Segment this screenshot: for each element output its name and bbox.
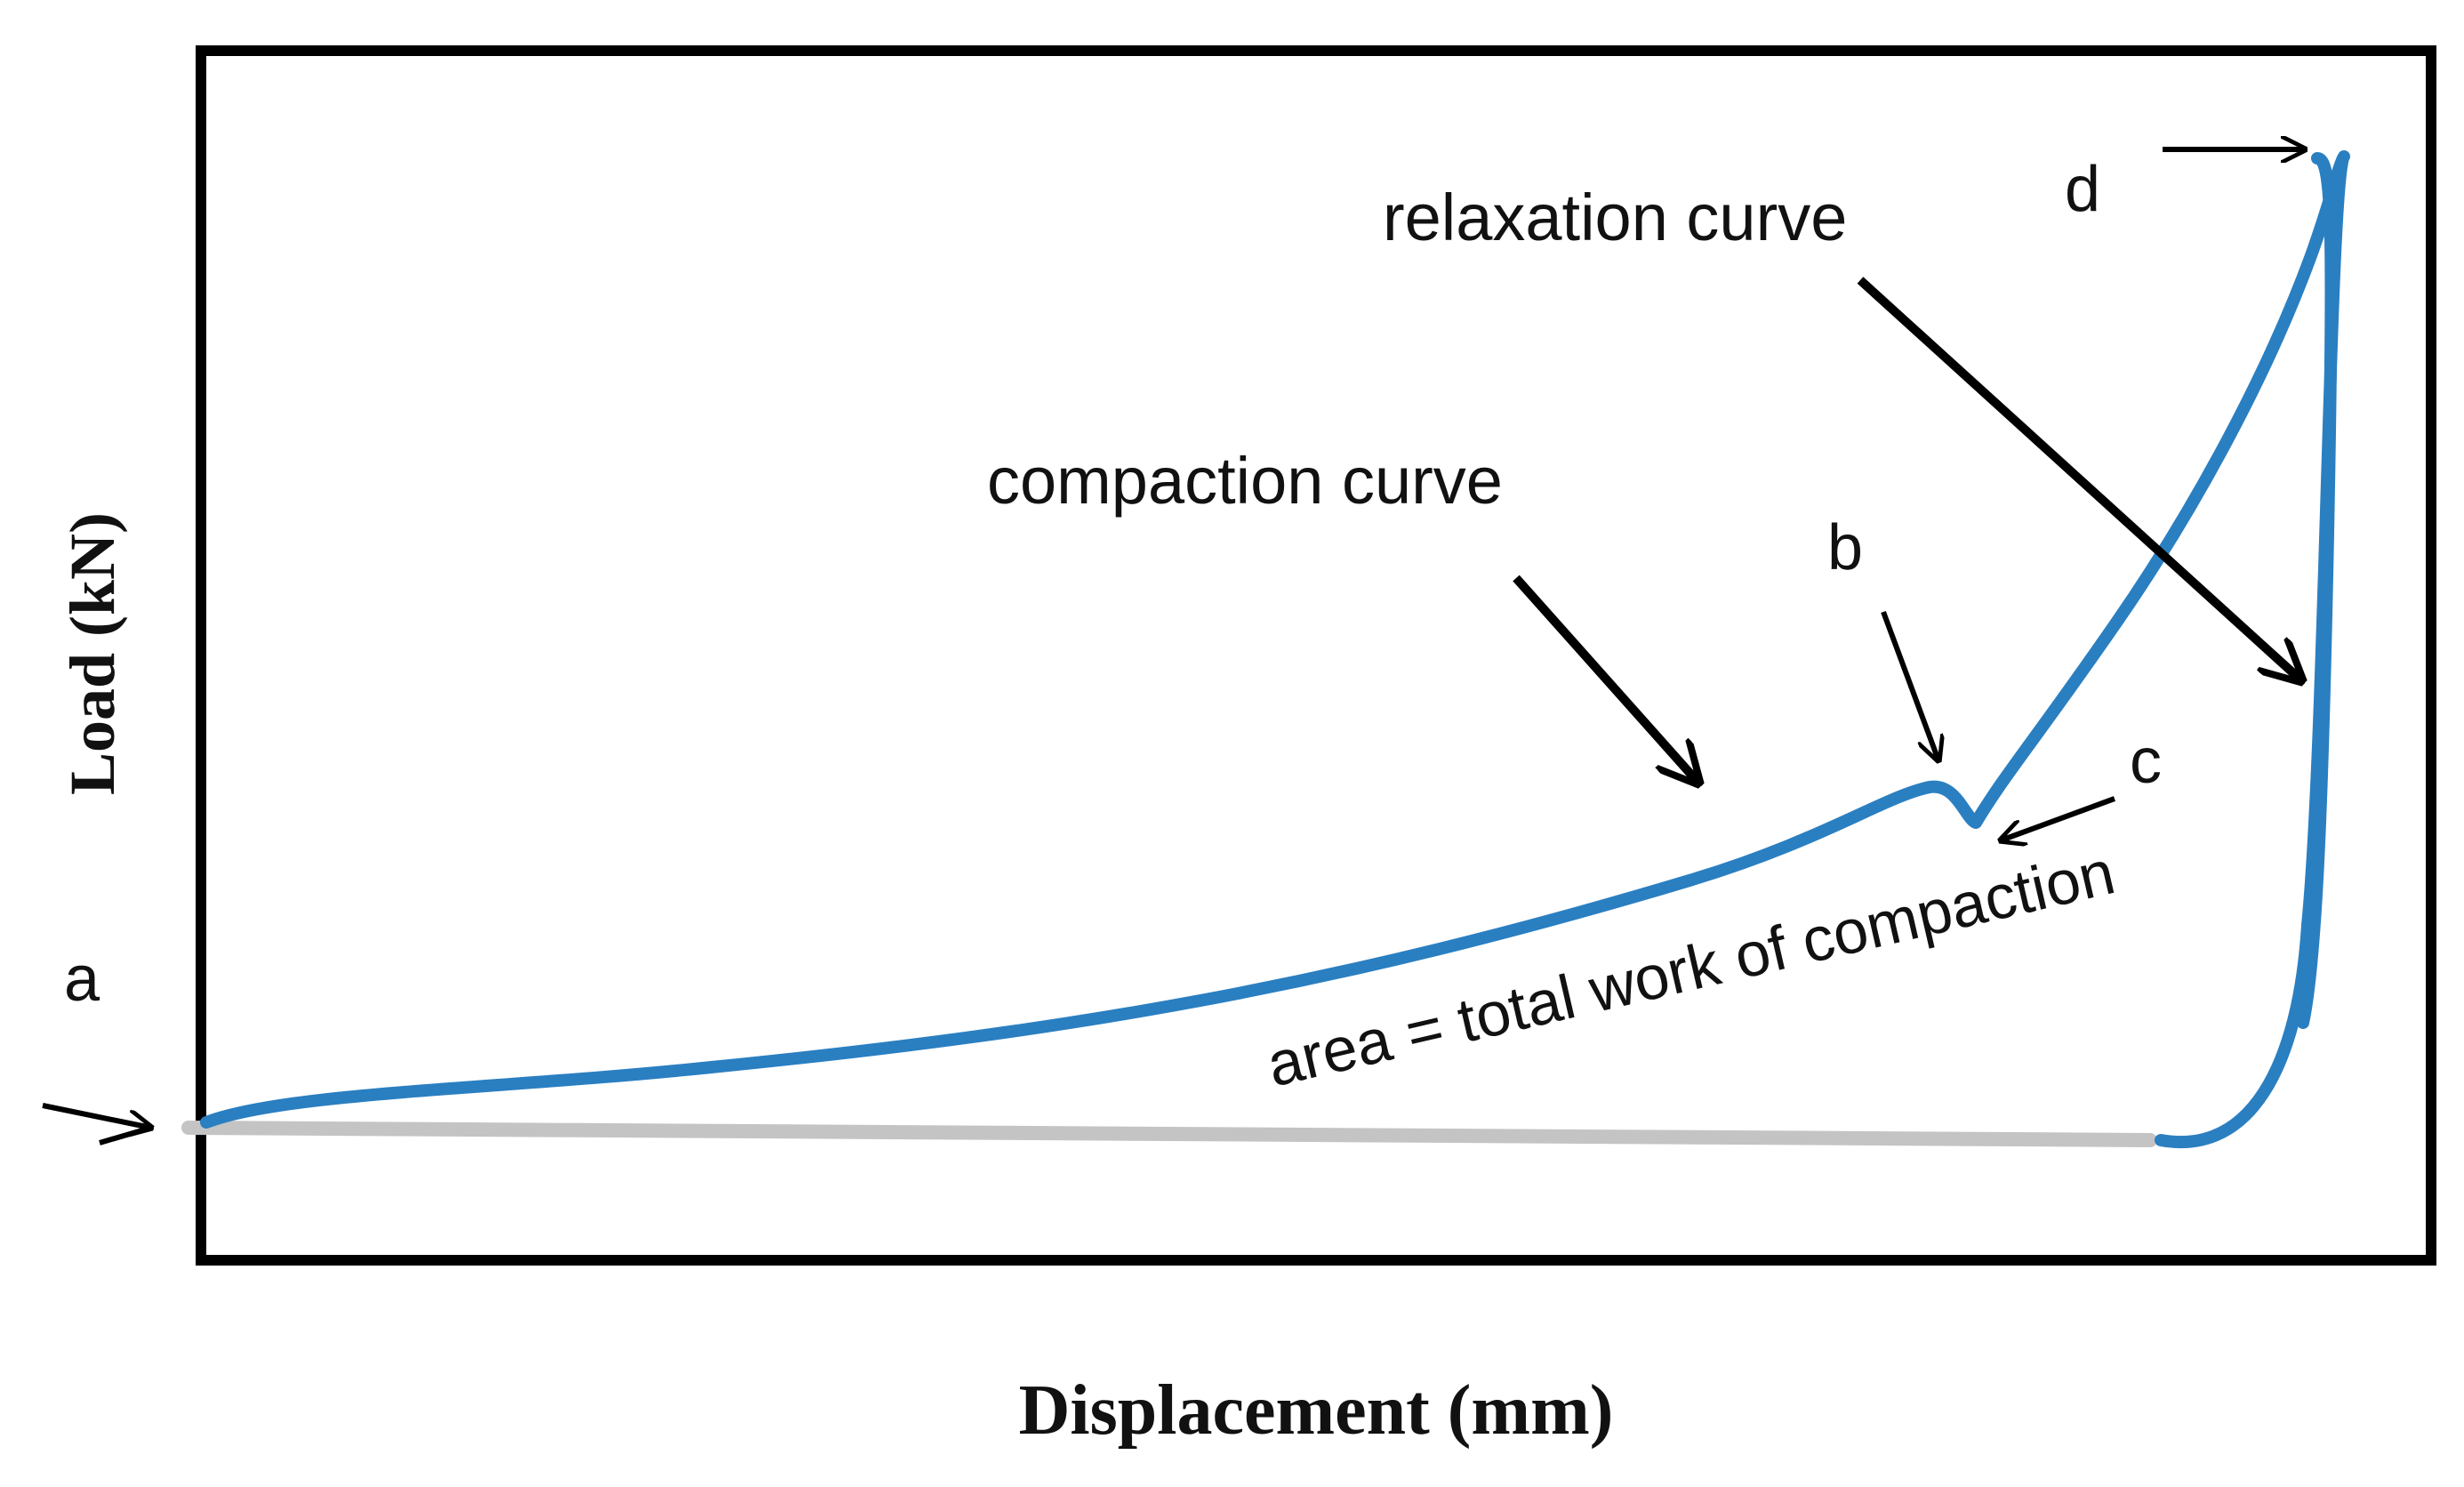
x-axis-label: Displacement (mm) (1019, 1371, 1614, 1450)
baseline-line (181, 1121, 2157, 1147)
label-compaction-curve: compaction curve (987, 444, 1503, 518)
plot-frame (196, 45, 2436, 1266)
load-curve (200, 150, 2350, 1148)
label-point-d: d (2065, 154, 2100, 225)
arrow-b (1881, 610, 1938, 760)
arrow-a (42, 1103, 151, 1128)
label-point-a: a (64, 944, 100, 1015)
arrow-compaction (1513, 575, 1698, 783)
arrow-relaxation (1857, 277, 2301, 680)
label-relaxation-curve: relaxation curve (1383, 181, 1847, 254)
y-axis-label: Load (kN) (57, 512, 128, 795)
label-point-c: c (2130, 726, 2162, 797)
arrow-c (2001, 796, 2116, 840)
label-point-b: b (1827, 512, 1863, 583)
arrow-a-tail (99, 1125, 152, 1145)
relaxation-segment (2297, 152, 2338, 1029)
